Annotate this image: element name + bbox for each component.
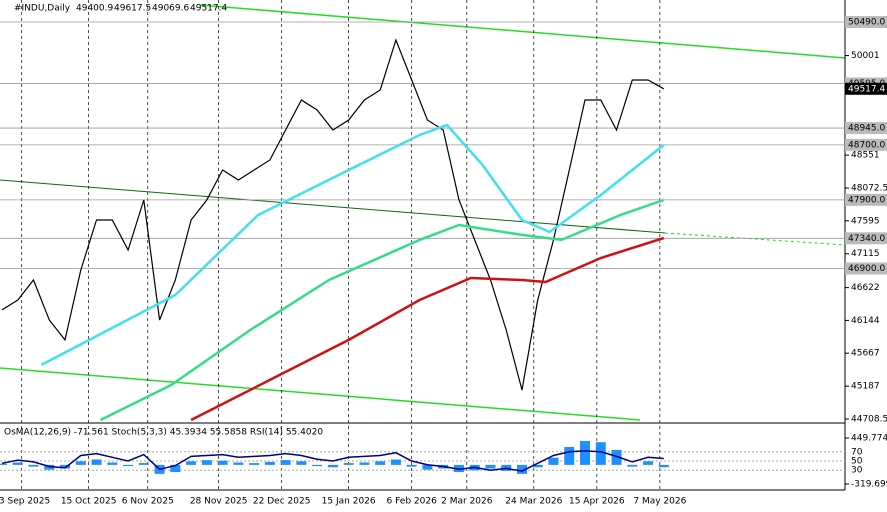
ohlc: 49069.6 [152,4,189,14]
level-label: 50490.0 [848,17,885,27]
bar [611,449,622,465]
y-tick-label: 449.774 [851,434,887,444]
y-tick-label: 48551 [851,151,880,161]
bar [233,462,244,465]
x-tick-label: 22 Dec 2025 [253,497,311,507]
symbol: #INDU,Daily [14,4,71,14]
bar [312,464,323,467]
y-tick-label: 45667 [851,349,880,359]
level-label: 47900.0 [848,195,885,205]
level-box [845,138,887,151]
bar [327,464,338,468]
bar [217,460,228,465]
x-tick-label: 15 Oct 2025 [61,497,117,507]
bar [296,461,307,465]
y-tick-label: 48072.5 [851,183,887,193]
x-tick-label: 6 Nov 2025 [122,497,174,507]
x-tick-label: 24 Mar 2026 [505,497,562,507]
bar [91,459,102,465]
bar [0,463,7,465]
bar [123,464,134,467]
bar [75,461,86,465]
bar [422,464,433,470]
series-line [40,123,665,367]
indicator-title: OsMA(12,26,9) -71.561 Stoch(5,3,3) 45.39… [4,428,323,438]
bar [580,440,591,465]
bar [532,464,543,468]
bar [406,464,417,467]
bar [201,460,212,465]
x-tick-label: 6 Feb 2026 [387,497,438,507]
y-tick-label: 47595 [851,216,880,226]
y-tick-label: 47115 [851,249,880,259]
series-line [99,198,665,422]
bar [186,461,197,465]
bar [390,459,401,465]
bar [359,462,370,465]
y-tick-label: 46144 [851,316,880,326]
bar [643,461,654,465]
bar [280,460,291,465]
bar [138,463,149,465]
bar [516,464,527,474]
bar [564,446,575,465]
bar [548,457,559,465]
x-tick-label: 28 Nov 2025 [190,497,248,507]
bar [170,464,181,473]
bar [12,462,23,465]
bar [453,464,464,473]
series-line [1,450,664,472]
bar [658,464,669,468]
bar [44,464,55,470]
bar [595,442,606,465]
y2-tick-label: 50 [851,457,863,467]
level-label: 48945.0 [848,124,885,134]
ohlc: 49400.9 [76,4,113,14]
bar [343,463,354,465]
y-tick-label: 50001 [851,51,880,61]
trend-line [0,179,666,234]
y-tick-label: -319.699 [851,480,887,490]
trend-line [664,232,846,246]
x-tick-label: 23 Sep 2025 [0,497,50,507]
series-line [190,236,665,422]
x-tick-label: 2 Mar 2026 [441,497,493,507]
current-price-label: 49517.4 [848,84,885,94]
trend-line [199,4,846,59]
bar [107,462,118,465]
y-tick-label: 44708.5 [851,415,887,425]
ohlc: 49517.4 [190,4,227,14]
level-box [845,122,887,135]
y2-tick-label: 30 [851,466,863,476]
bar [627,464,638,467]
level-box [845,193,887,206]
trend-line [0,367,641,421]
x-tick-label: 15 Apr 2026 [569,497,625,507]
level-box [845,15,887,28]
bar [485,464,496,469]
level-label: 46900.0 [848,264,885,274]
ohlc: 49617.5 [114,4,151,14]
bar [28,464,39,467]
level-box [845,232,887,245]
bar [264,461,275,465]
level-label: 47340.0 [848,234,885,244]
x-tick-label: 15 Jan 2026 [322,497,376,507]
bar [249,463,260,465]
bar [375,461,386,465]
y-tick-label: 45187 [851,382,880,392]
x-tick-label: 7 May 2026 [633,497,686,507]
y2-tick-label: 70 [851,447,863,457]
level-label: 48700.0 [848,140,885,150]
bar [60,464,71,469]
y-tick-label: 46622 [851,283,880,293]
current-price-box [845,82,887,95]
level-box [845,262,887,275]
